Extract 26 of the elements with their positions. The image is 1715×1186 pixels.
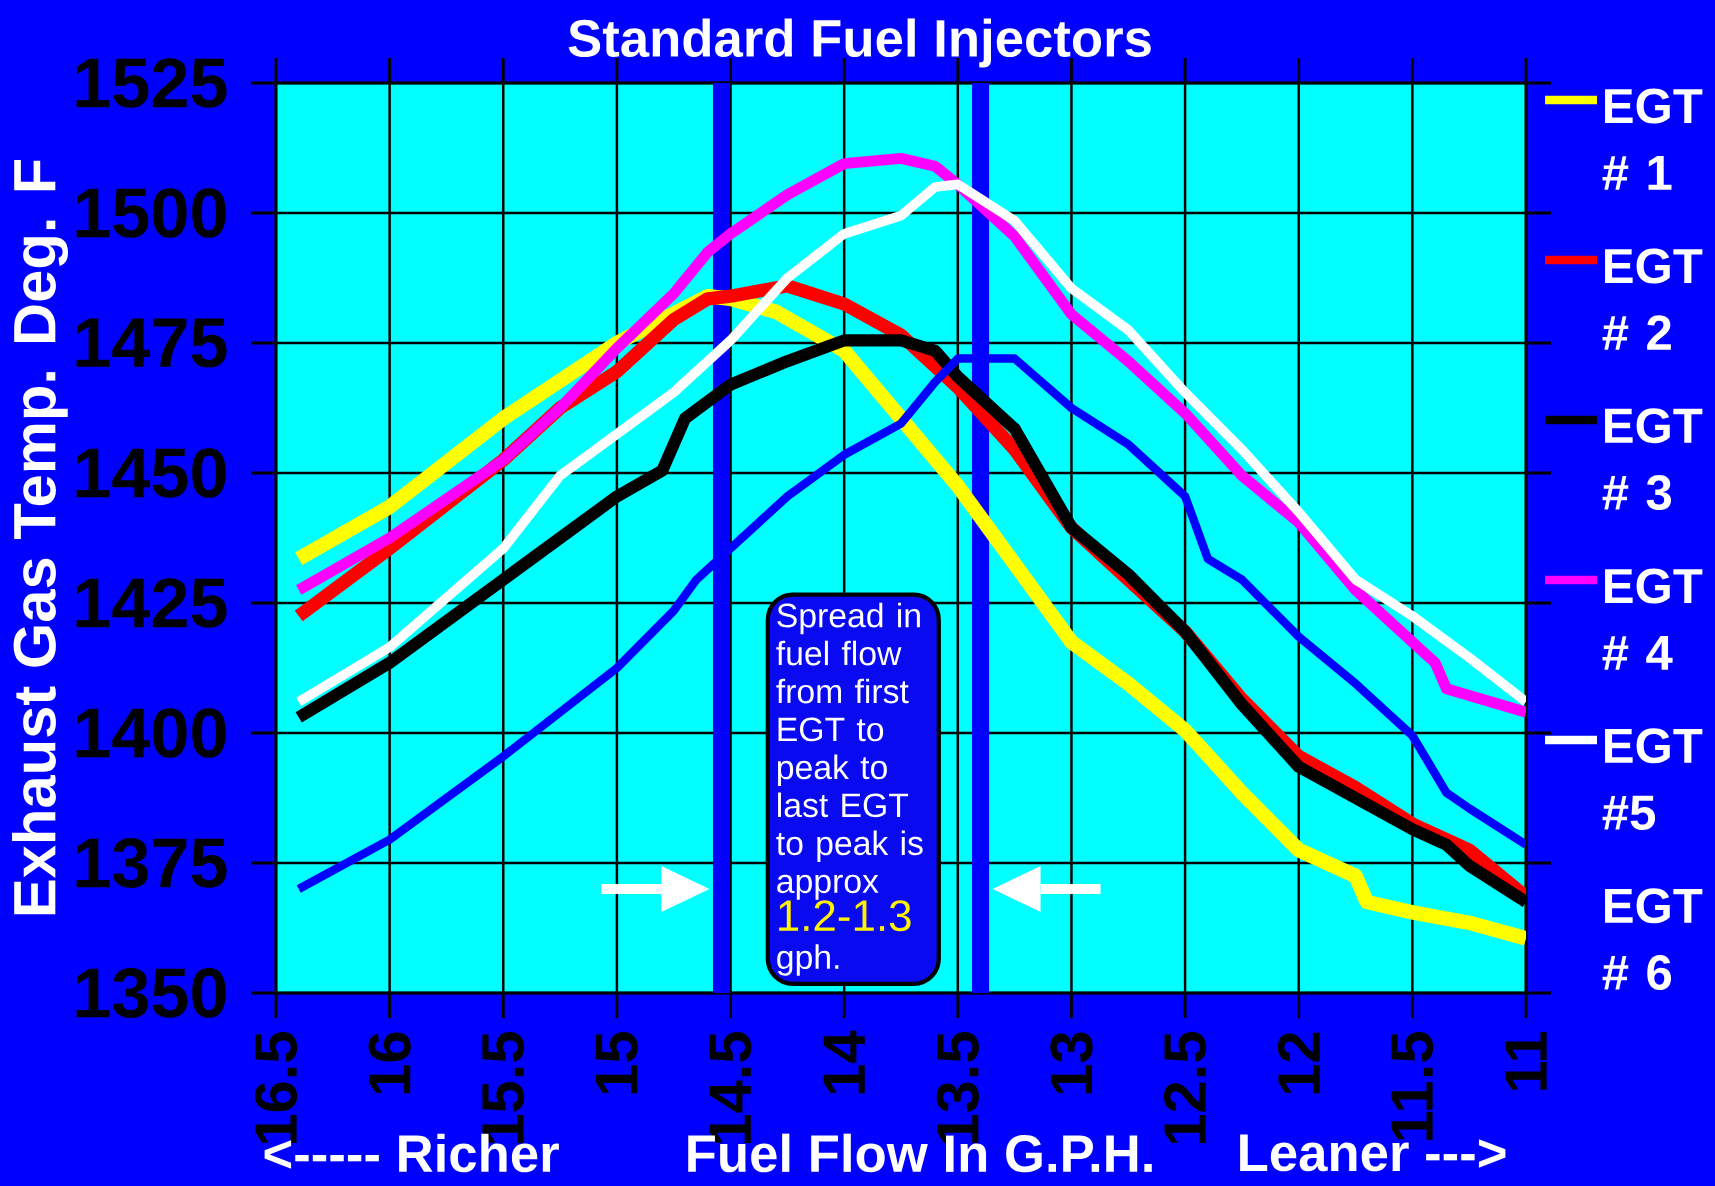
y-tick-label: 1350 xyxy=(76,968,226,1018)
legend-label: EGT # 4 xyxy=(1602,568,1703,670)
legend-label: EGT # 1 xyxy=(1602,88,1703,190)
y-tick-label: 1525 xyxy=(76,58,227,108)
annotation: Spread in fuel flow from first EGT to peak to last EGT to peak is approx xyxy=(776,602,923,900)
x-tick-label: 15 xyxy=(596,1032,638,1094)
y-tick-label: 1475 xyxy=(76,318,227,368)
x-tick-label: 16 xyxy=(368,1032,411,1094)
y-tick-label: 1500 xyxy=(76,188,226,238)
legend-label: EGT #5 xyxy=(1602,728,1703,831)
y-tick-label: 1400 xyxy=(76,708,226,758)
x-tick-label: 13 xyxy=(1050,1032,1093,1094)
x-tick-label: 11 xyxy=(1505,1032,1547,1090)
series-label: EGT # 6 xyxy=(1602,888,1703,991)
y-axis-title: Exhaust Gas Temp. Deg. F xyxy=(12,160,68,915)
legend-label: EGT # 3 xyxy=(1602,408,1703,511)
legend-label: EGT # 2 xyxy=(1602,248,1703,350)
y-tick-label: 1425 xyxy=(76,578,227,628)
x-tick-label: 14 xyxy=(823,1030,865,1094)
chart-title: Standard Fuel Injectors xyxy=(568,18,1151,68)
y-tick-label: 1450 xyxy=(76,448,226,498)
annotation: 1.2-1.3 xyxy=(779,900,911,932)
x-tick-label: 12.5 xyxy=(1163,1032,1207,1143)
y-tick-label: 1375 xyxy=(76,838,227,888)
annotation: gph. xyxy=(777,944,839,976)
x-tick-label: 12 xyxy=(1277,1032,1320,1094)
